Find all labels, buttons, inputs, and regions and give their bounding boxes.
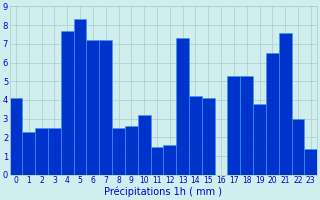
Bar [22, 132, 35, 175]
Bar [202, 98, 215, 175]
Bar [112, 128, 125, 175]
Bar [138, 115, 151, 175]
Bar [228, 76, 240, 175]
Bar [304, 149, 317, 175]
Bar [253, 104, 266, 175]
Bar [292, 119, 304, 175]
Bar [176, 38, 189, 175]
Bar [240, 76, 253, 175]
Bar [10, 98, 22, 175]
Bar [125, 126, 138, 175]
Bar [74, 19, 86, 175]
Bar [86, 40, 99, 175]
Bar [151, 147, 164, 175]
Bar [279, 33, 292, 175]
Bar [164, 145, 176, 175]
X-axis label: Précipitations 1h ( mm ): Précipitations 1h ( mm ) [104, 187, 222, 197]
Bar [61, 31, 74, 175]
Bar [48, 128, 61, 175]
Bar [266, 53, 279, 175]
Bar [99, 40, 112, 175]
Bar [35, 128, 48, 175]
Bar [189, 96, 202, 175]
